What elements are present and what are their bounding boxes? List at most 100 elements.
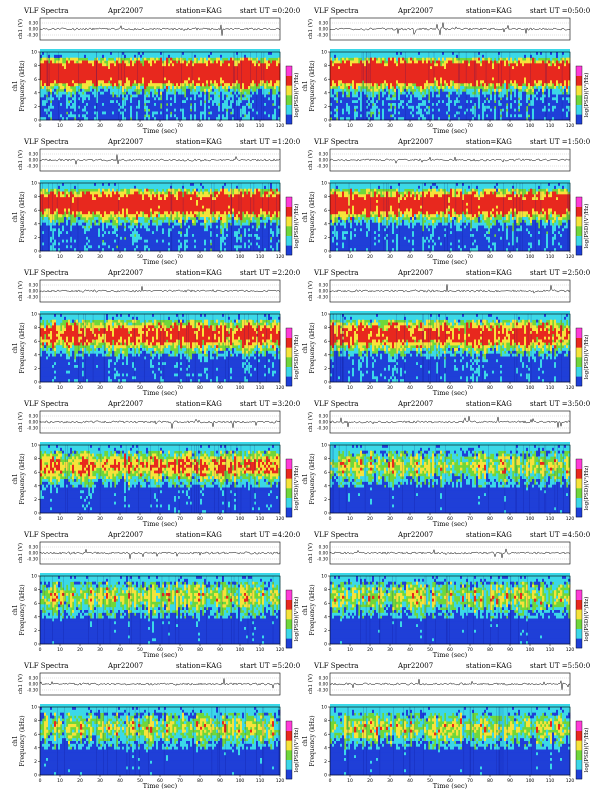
spectrogram-cell — [348, 60, 351, 64]
spectrogram-cell — [418, 108, 421, 112]
spectrogram-cell — [434, 103, 437, 107]
spectrogram-cell — [44, 88, 47, 92]
spectrogram-cell — [60, 94, 63, 98]
spectrogram-cell — [354, 114, 357, 118]
spectrogram-cell — [522, 52, 525, 56]
spectrogram-cell — [242, 60, 245, 64]
spectrogram-cell — [242, 108, 245, 112]
spectrogram-cell — [274, 108, 277, 112]
spectrogram-cell — [124, 97, 127, 101]
spectrogram-cell — [350, 103, 353, 107]
spectrogram-cell — [152, 88, 155, 92]
spectrogram-cell — [358, 105, 361, 109]
spectrogram-cell — [140, 77, 143, 81]
spectrogram-cell — [474, 71, 477, 75]
y-tick-label: 0 — [34, 118, 37, 124]
spectrogram-cell — [258, 74, 261, 78]
spectrogram-cell — [394, 74, 397, 78]
spectrogram-cell — [428, 86, 431, 90]
spectrogram-cell — [334, 69, 337, 73]
spectrogram-cell — [110, 108, 113, 112]
spectrogram-cell — [252, 100, 255, 104]
spectrogram-cell — [214, 69, 217, 73]
spectrogram-cell — [56, 66, 59, 70]
spectrogram-cell — [230, 69, 233, 73]
spectrogram-cell — [44, 97, 47, 101]
spectrogram-cell — [52, 54, 55, 58]
spectrogram-cell — [258, 71, 261, 75]
spectrogram-cell — [436, 103, 439, 107]
spectrogram-cell — [344, 117, 347, 121]
spectrogram-cell — [200, 108, 203, 112]
spectrogram-cell — [250, 52, 253, 56]
spectrogram-cell — [350, 60, 353, 64]
spectrogram-cell — [434, 69, 437, 73]
spectrogram-cell — [434, 54, 437, 58]
spectrogram-cell — [252, 77, 255, 81]
spectrogram-cell — [106, 103, 109, 107]
spectrogram-cell — [416, 88, 419, 92]
spectrogram-cell — [44, 80, 47, 84]
spectrogram-cell — [76, 117, 79, 121]
spectrogram-cell — [394, 114, 397, 118]
spectrogram-cell — [398, 71, 401, 75]
spectrogram-cell — [134, 94, 137, 98]
spectrogram-cell — [540, 54, 543, 58]
spectrogram-cell — [202, 71, 205, 75]
spectrogram-cell — [452, 66, 455, 70]
spectrogram-cell — [374, 66, 377, 70]
spectrogram-cell — [340, 97, 343, 101]
spectrogram-cell — [60, 74, 63, 78]
spectrogram-cell — [228, 86, 231, 90]
spectrogram-cell — [230, 66, 233, 70]
spectrogram-cell — [86, 105, 89, 109]
spectrogram-cell — [526, 60, 529, 64]
spectrogram-cell — [486, 52, 489, 56]
spectrogram-cell — [50, 80, 53, 84]
spectrogram-cell — [98, 100, 101, 104]
spectrogram-cell — [208, 80, 211, 84]
spectrogram-cell — [162, 63, 165, 67]
spectrogram-cell — [394, 103, 397, 107]
spectrogram-cell — [428, 117, 431, 121]
spectrogram-cell — [330, 57, 333, 61]
spectrogram-cell — [170, 105, 173, 109]
spectrogram-cell — [456, 86, 459, 90]
spectrogram-cell — [430, 88, 433, 92]
spectrogram-cell — [470, 77, 473, 81]
spectrogram-cell — [124, 54, 127, 58]
spectrogram-cell — [258, 111, 261, 115]
spectrogram-cell — [134, 69, 137, 73]
spectrogram-cell — [102, 74, 105, 78]
spectrogram-cell — [158, 83, 161, 87]
panel-header: VLF Spectra Apr22007 station=KAG start UT =… — [298, 6, 590, 17]
spectrogram-cell — [460, 66, 463, 70]
spectrogram-cell — [268, 80, 271, 84]
spectrogram-cell — [236, 66, 239, 70]
spectrogram-cell — [338, 57, 341, 61]
spectrogram-cell — [120, 86, 123, 90]
spectrogram-cell — [254, 108, 257, 112]
spectrogram-cell — [336, 97, 339, 101]
spectrogram-cell — [348, 71, 351, 75]
spectrogram-cell — [246, 100, 249, 104]
spectrogram-cell — [444, 108, 447, 112]
spectrogram-cell — [362, 103, 365, 107]
spectrogram-cell — [446, 52, 449, 56]
spectrogram-cell — [414, 74, 417, 78]
spectrogram-cell — [274, 60, 277, 64]
spectrogram-cell — [492, 94, 495, 98]
spectrogram-cell — [110, 114, 113, 118]
spectrogram-cell — [174, 77, 177, 81]
spectrogram-cell — [158, 91, 161, 95]
spectrogram-cell — [64, 108, 67, 112]
start-time-label: start UT =0:50:0 — [530, 6, 590, 17]
spectrogram-cell — [538, 117, 541, 121]
spectrogram-cell — [224, 63, 227, 67]
spectrogram-cell — [494, 52, 497, 56]
spectrogram-cell — [234, 111, 237, 115]
spectrogram-cell — [40, 111, 43, 115]
spectrogram-cell — [88, 77, 91, 81]
spectrogram-cell — [502, 94, 505, 98]
spectrogram-cell — [194, 97, 197, 101]
